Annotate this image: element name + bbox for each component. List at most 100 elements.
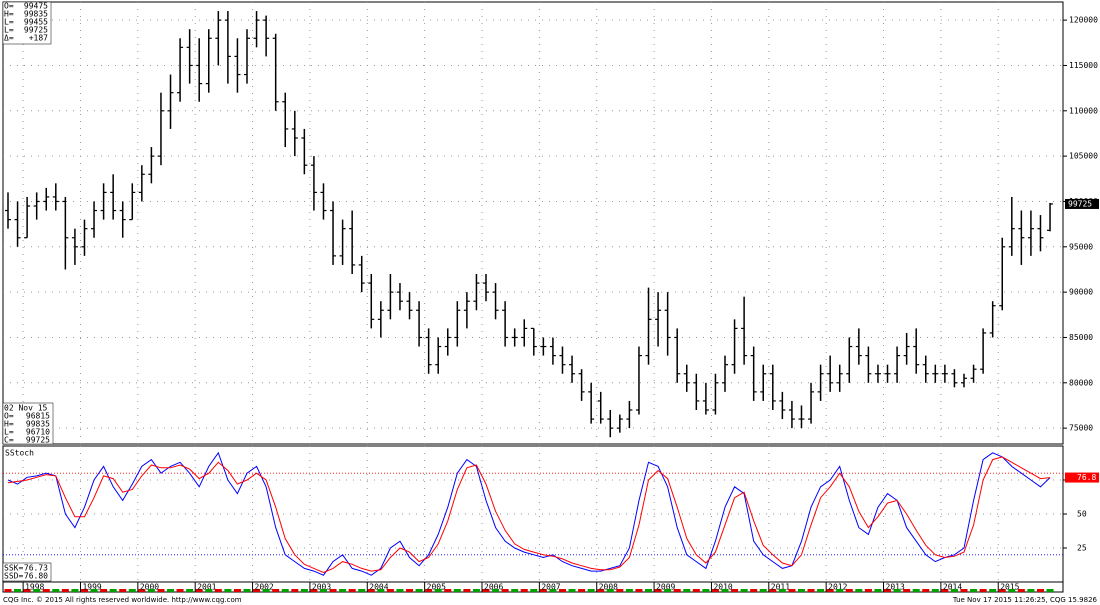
bar-readout-box xyxy=(2,402,54,445)
month-tick xyxy=(692,589,700,592)
month-tick xyxy=(444,589,452,592)
bar-readout-value: 99835 xyxy=(26,420,50,429)
month-tick xyxy=(855,589,863,592)
month-tick xyxy=(1027,589,1035,592)
month-tick xyxy=(950,589,958,592)
x-tick-label: 2000 xyxy=(140,583,159,592)
readout-label: O= xyxy=(4,2,14,11)
month-tick xyxy=(645,589,653,592)
readout-value: 99455 xyxy=(24,18,48,27)
month-tick xyxy=(817,589,825,592)
readout-value: 99475 xyxy=(24,2,48,11)
x-tick-label: 2014 xyxy=(943,583,962,592)
x-tick-label: 2011 xyxy=(771,583,790,592)
month-tick xyxy=(186,589,194,592)
month-tick xyxy=(884,589,892,592)
month-tick xyxy=(329,589,337,592)
month-tick xyxy=(300,589,308,592)
month-tick xyxy=(979,589,987,592)
month-tick xyxy=(406,589,414,592)
month-tick xyxy=(797,589,805,592)
y-tick-label: 85000 xyxy=(1069,333,1093,342)
month-tick xyxy=(731,589,739,592)
month-tick xyxy=(42,589,50,592)
month-tick xyxy=(998,589,1006,592)
month-tick xyxy=(310,589,318,592)
month-tick xyxy=(683,589,691,592)
month-tick xyxy=(100,589,108,592)
month-tick xyxy=(272,589,280,592)
month-tick xyxy=(253,589,261,592)
last-value-label: 99725 xyxy=(1068,199,1092,208)
x-tick-label: 2008 xyxy=(599,583,618,592)
month-tick xyxy=(874,589,882,592)
month-tick xyxy=(167,589,175,592)
x-tick-label: 2005 xyxy=(427,583,446,592)
month-tick xyxy=(931,589,939,592)
month-tick xyxy=(912,589,920,592)
month-tick xyxy=(176,589,184,592)
readout-value: 99835 xyxy=(24,10,48,19)
x-tick-label: 2006 xyxy=(484,583,503,592)
y-tick-label: 110000 xyxy=(1069,106,1098,115)
bar-readout-value: 96815 xyxy=(26,412,50,421)
y-tick-label: 95000 xyxy=(1069,242,1093,251)
month-tick xyxy=(511,589,519,592)
month-tick xyxy=(702,589,710,592)
month-tick xyxy=(119,589,127,592)
readout-value: +187 xyxy=(29,34,48,43)
footer-right: Tue Nov 17 2015 11:26:25, CQG 15.9826 xyxy=(952,596,1098,604)
x-tick-label: 2004 xyxy=(369,583,388,592)
month-tick xyxy=(530,589,538,592)
readout-box xyxy=(2,562,52,582)
month-tick xyxy=(769,589,777,592)
stoch-line xyxy=(7,456,1051,574)
month-tick xyxy=(195,589,203,592)
month-tick xyxy=(233,589,241,592)
y-tick-label: 105000 xyxy=(1069,152,1098,161)
month-tick xyxy=(1046,589,1054,592)
month-tick xyxy=(1036,589,1044,592)
month-tick xyxy=(1008,589,1016,592)
x-tick-label: 2007 xyxy=(541,583,560,592)
bar-readout-label: H= xyxy=(4,420,14,429)
month-tick xyxy=(616,589,624,592)
month-tick xyxy=(778,589,786,592)
readout-label: SSD= xyxy=(4,572,23,581)
x-tick-label: 2013 xyxy=(886,583,905,592)
last-value-label: 76.8 xyxy=(1077,473,1096,482)
month-tick xyxy=(578,589,586,592)
month-tick xyxy=(922,589,930,592)
month-tick xyxy=(147,589,155,592)
month-tick xyxy=(80,589,88,592)
readout-value: 76.73 xyxy=(24,564,48,573)
x-tick-label: 2015 xyxy=(1000,583,1019,592)
month-tick xyxy=(415,589,423,592)
month-tick xyxy=(109,589,117,592)
bar-readout-value: 96710 xyxy=(26,428,50,437)
y-tick-label: 80000 xyxy=(1069,378,1093,387)
month-tick xyxy=(472,589,480,592)
readout-value: 99725 xyxy=(24,26,48,35)
month-tick xyxy=(492,589,500,592)
month-tick xyxy=(224,589,232,592)
readout-label: L= xyxy=(4,26,14,35)
readout-box xyxy=(2,1,52,45)
stoch-line xyxy=(7,451,1051,576)
month-tick xyxy=(358,589,366,592)
month-tick xyxy=(788,589,796,592)
x-tick-label: 2009 xyxy=(656,583,675,592)
month-tick xyxy=(539,589,547,592)
month-tick xyxy=(836,589,844,592)
month-tick xyxy=(759,589,767,592)
last-value-box xyxy=(1065,472,1099,483)
month-tick xyxy=(903,589,911,592)
month-tick xyxy=(367,589,375,592)
x-tick-label: 2012 xyxy=(828,583,847,592)
month-tick xyxy=(157,589,165,592)
bar-readout-label: L= xyxy=(4,428,14,437)
month-tick xyxy=(597,589,605,592)
month-tick xyxy=(941,589,949,592)
